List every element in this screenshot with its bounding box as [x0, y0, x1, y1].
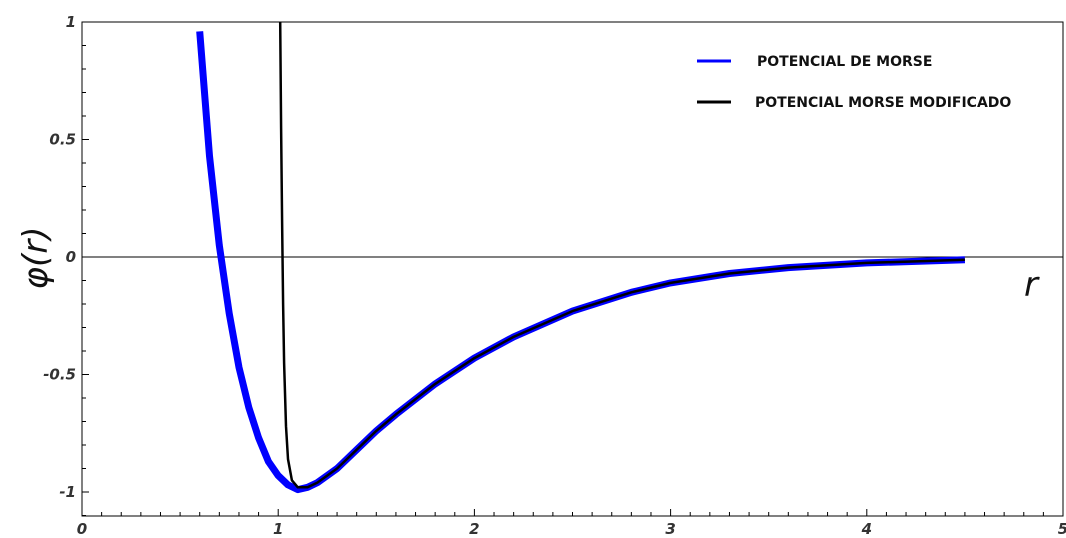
y-tick-label: 0: [66, 248, 76, 266]
legend-label-morse: POTENCIAL DE MORSE: [757, 54, 932, 70]
y-tick-label: 0.5: [49, 131, 76, 149]
series-line-morse-modificado: [278, 21, 965, 489]
y-axis-ticks: 1 0.5 0 -0.5 -1: [43, 13, 89, 516]
y-tick-label: -1: [59, 483, 76, 501]
series-layer: [196, 21, 966, 494]
legend-label-morse-modificado: POTENCIAL MORSE MODIFICADO: [755, 95, 1011, 111]
x-tick-label: 3: [665, 520, 675, 538]
y-axis-label: φ(r): [16, 227, 56, 290]
x-tick-label: 5: [1058, 520, 1066, 538]
x-axis-label: r: [1024, 265, 1040, 305]
y-tick-label: 1: [66, 13, 76, 31]
legend: POTENCIAL DE MORSE POTENCIAL MORSE MODIF…: [697, 54, 1011, 111]
x-tick-label: 0: [77, 520, 87, 538]
x-tick-label: 4: [861, 520, 872, 538]
x-tick-label: 2: [469, 520, 479, 538]
y-tick-label: -0.5: [43, 366, 76, 384]
x-axis-ticks: 0 1 2 3 4 5: [77, 509, 1066, 538]
x-tick-label: 1: [273, 520, 283, 538]
